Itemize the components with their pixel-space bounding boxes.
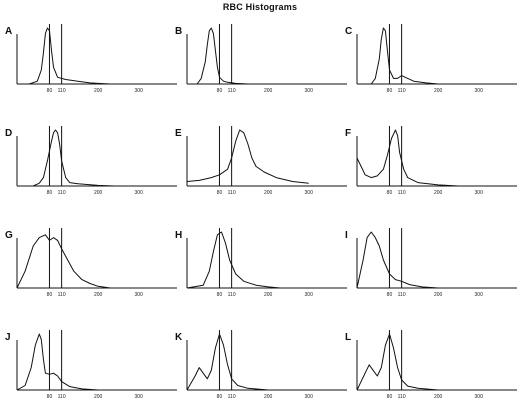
panel-label-l: L	[345, 332, 351, 343]
histogram-panel-a: A 80 110 200 300	[5, 24, 177, 94]
tick-label-80: 80	[217, 190, 223, 196]
histogram-panel-h: H 80 110 200 300	[175, 228, 347, 298]
tick-label-110: 110	[58, 292, 66, 298]
panel-label-h: H	[175, 230, 182, 241]
histogram-curve-d	[17, 129, 115, 187]
tick-label-80: 80	[47, 394, 53, 400]
tick-label-80: 80	[387, 394, 393, 400]
tick-label-300: 300	[305, 190, 314, 196]
tick-label-80: 80	[387, 292, 393, 298]
histogram-panel-g: G 80 110 200 300	[5, 228, 177, 298]
tick-label-300: 300	[135, 394, 144, 400]
histogram-curve-k	[186, 333, 269, 391]
tick-label-80: 80	[47, 292, 53, 298]
histogram-curve-b	[187, 27, 248, 85]
tick-label-300: 300	[135, 88, 144, 94]
tick-label-300: 300	[305, 292, 314, 298]
tick-label-200: 200	[264, 292, 273, 298]
histogram-curve-f	[356, 129, 459, 187]
tick-label-200: 200	[94, 88, 103, 94]
tick-label-200: 200	[264, 190, 273, 196]
panel-label-a: A	[5, 26, 12, 37]
histogram-panel-l: L 80 110 200 300	[345, 330, 517, 400]
tick-label-300: 300	[305, 88, 314, 94]
histogram-curve-h	[186, 231, 281, 289]
tick-label-110: 110	[228, 190, 236, 196]
panel-label-k: K	[175, 332, 183, 343]
tick-label-300: 300	[475, 190, 484, 196]
tick-label-110: 110	[228, 292, 236, 298]
tick-label-80: 80	[387, 190, 393, 196]
histogram-panel-b: B 80 110 200 300	[175, 24, 347, 94]
tick-label-110: 110	[228, 88, 236, 94]
tick-label-200: 200	[434, 190, 443, 196]
histogram-curve-j	[16, 333, 99, 391]
panel-label-g: G	[5, 230, 13, 241]
histogram-curve-c	[357, 27, 439, 85]
histogram-panel-i: I 80 110 200 300	[345, 228, 517, 298]
tick-label-200: 200	[94, 190, 103, 196]
histogram-panel-k: K 80 110 200 300	[175, 330, 347, 400]
tick-label-110: 110	[398, 88, 406, 94]
panel-label-d: D	[5, 128, 12, 139]
tick-label-110: 110	[58, 190, 66, 196]
tick-label-200: 200	[264, 394, 273, 400]
histogram-curve-a	[17, 27, 111, 85]
tick-label-200: 200	[434, 292, 443, 298]
page-title: RBC Histograms	[222, 2, 298, 12]
histogram-panel-j: J 80 110 200 300	[5, 330, 177, 400]
tick-label-110: 110	[398, 394, 406, 400]
histogram-curve-l	[356, 333, 439, 391]
tick-label-300: 300	[475, 88, 484, 94]
tick-label-110: 110	[398, 190, 406, 196]
tick-label-80: 80	[217, 394, 223, 400]
histogram-curve-g	[16, 234, 111, 289]
tick-label-200: 200	[264, 88, 273, 94]
tick-label-200: 200	[94, 292, 103, 298]
panel-label-c: C	[345, 26, 352, 37]
tick-label-200: 200	[434, 394, 443, 400]
tick-label-80: 80	[47, 88, 53, 94]
histogram-panel-c: C 80 110 200 300	[345, 24, 517, 94]
tick-label-110: 110	[228, 394, 236, 400]
histogram-panel-e: E 80 110 200 300	[175, 126, 347, 196]
tick-label-80: 80	[217, 88, 223, 94]
tick-label-300: 300	[135, 190, 144, 196]
tick-label-300: 300	[475, 292, 484, 298]
panel-label-b: B	[175, 26, 182, 37]
tick-label-110: 110	[58, 394, 66, 400]
histogram-panel-d: D 80 110 200 300	[5, 126, 177, 196]
histogram-curve-e	[186, 129, 309, 184]
tick-label-110: 110	[58, 88, 66, 94]
panel-label-f: F	[345, 128, 351, 139]
histogram-panel-f: F 80 110 200 300	[345, 126, 517, 196]
tick-label-110: 110	[398, 292, 406, 298]
tick-label-300: 300	[135, 292, 144, 298]
tick-label-80: 80	[217, 292, 223, 298]
panel-label-e: E	[175, 128, 182, 139]
histogram-curve-i	[356, 231, 439, 289]
panel-label-j: J	[5, 332, 11, 343]
tick-label-200: 200	[434, 88, 443, 94]
tick-label-300: 300	[305, 394, 314, 400]
tick-label-200: 200	[94, 394, 103, 400]
tick-label-300: 300	[475, 394, 484, 400]
tick-label-80: 80	[47, 190, 53, 196]
tick-label-80: 80	[387, 88, 393, 94]
panel-label-i: I	[345, 230, 348, 241]
